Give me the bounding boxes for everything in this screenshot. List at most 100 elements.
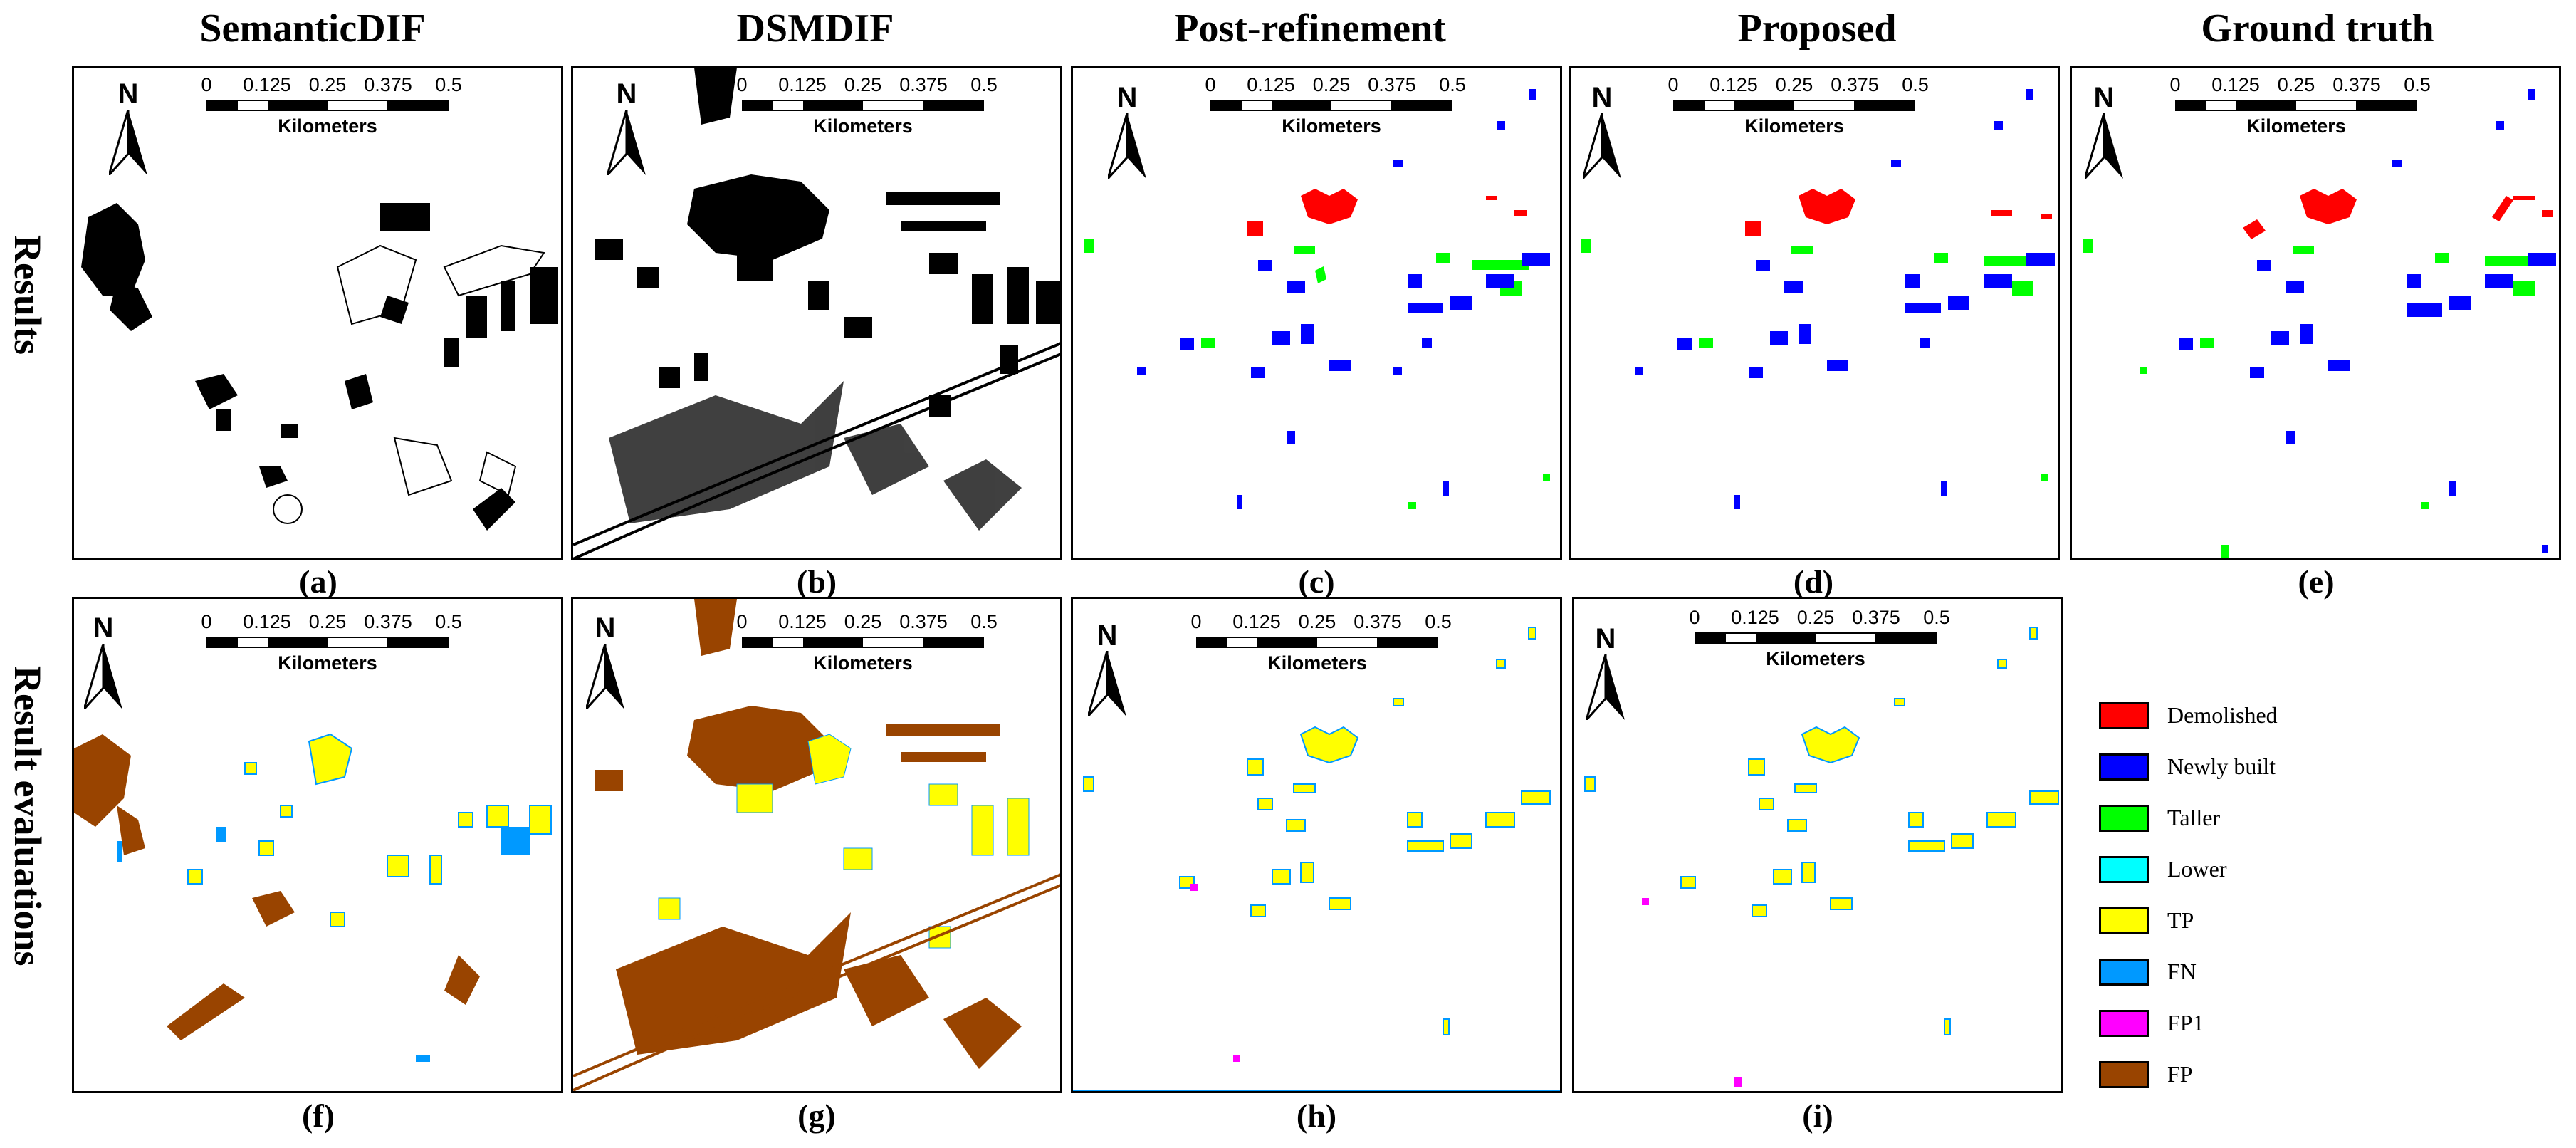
scale-tick: 0.125: [778, 611, 827, 632]
legend-swatch: [2099, 702, 2149, 729]
scale-tick: 0.25: [1796, 607, 1835, 628]
scale-tick: 0.375: [364, 74, 412, 95]
north-arrow: N: [602, 78, 651, 178]
scale-bar-graphic: [1673, 100, 1915, 111]
scale-tick: 0.25: [1312, 74, 1351, 95]
north-letter: N: [1096, 620, 1118, 651]
map-b: [573, 68, 1060, 558]
scale-tick: 0: [201, 74, 212, 95]
north-arrow: N: [1102, 82, 1152, 182]
column-title-proposed: Proposed: [1737, 6, 1897, 51]
north-arrow: N: [1581, 623, 1630, 723]
scale-tick: 0.25: [1298, 611, 1336, 632]
column-title-post-refinement: Post-refinement: [1174, 6, 1446, 51]
panel-g-dsmdif-evaluation: [571, 597, 1062, 1093]
scale-tick: 0.375: [1831, 74, 1879, 95]
legend-swatch: [2099, 856, 2149, 883]
scale-tick: 0.125: [243, 74, 291, 95]
panel-i-proposed-evaluation: [1572, 597, 2063, 1093]
legend-label: TP: [2167, 907, 2194, 933]
scale-tick: 0.125: [1731, 607, 1779, 628]
map-c: [1084, 89, 1550, 509]
scale-tick: 0.5: [435, 611, 462, 632]
scale-tick: 0.25: [1775, 74, 1813, 95]
scale-unit: Kilometers: [813, 115, 913, 137]
legend-swatch: [2099, 959, 2149, 986]
panel-c-post-refinement-results: [1071, 66, 1562, 560]
map-d: [1581, 89, 2055, 509]
scale-tick: 0: [1205, 74, 1216, 95]
scale-tick: 0: [736, 74, 748, 95]
north-arrow-icon: [586, 644, 624, 709]
legend-label: Lower: [2167, 856, 2227, 882]
legend-swatch: [2099, 805, 2149, 832]
scale-tick: 0.125: [778, 74, 827, 95]
north-arrow: N: [78, 612, 128, 712]
map-a: [81, 203, 558, 531]
north-letter: N: [1591, 82, 1613, 113]
north-arrow-icon: [1108, 113, 1146, 179]
scale-bar-graphic: [1196, 637, 1438, 648]
north-arrow-icon: [1583, 113, 1621, 179]
legend-item-fp: FP: [2099, 1057, 2526, 1092]
scale-tick: 0.5: [1425, 611, 1452, 632]
scale-tick: 0.375: [1852, 607, 1900, 628]
scale-bar-graphic: [2175, 100, 2417, 111]
panel-label-c: (c): [1298, 563, 1335, 600]
scale-tick: 0: [1667, 74, 1679, 95]
north-arrow: N: [1577, 82, 1627, 182]
north-arrow-icon: [607, 110, 646, 175]
scale-tick: 0: [1190, 611, 1202, 632]
scale-bar-graphic: [206, 100, 449, 111]
scale-unit: Kilometers: [278, 652, 377, 674]
scale-tick: 0.375: [2332, 74, 2381, 95]
scale-tick: 0.5: [1439, 74, 1466, 95]
scale-tick: 0.25: [844, 611, 882, 632]
scale-unit: Kilometers: [1282, 115, 1381, 137]
panel-b-dsmdif-results: [571, 66, 1062, 560]
north-arrow-icon: [109, 110, 147, 175]
north-arrow-icon: [1586, 654, 1625, 720]
scale-bar-graphic: [206, 637, 449, 648]
scale-tick: 0.375: [1368, 74, 1416, 95]
scale-tick: 0.5: [970, 611, 998, 632]
panel-a-semanticdif-results: [72, 66, 563, 560]
north-letter: N: [93, 612, 114, 644]
panel-f-semanticdif-evaluation: [72, 597, 563, 1093]
north-arrow: N: [1082, 620, 1132, 719]
scale-tick: 0.25: [844, 74, 882, 95]
panel-label-e: (e): [2298, 563, 2335, 600]
panel-d-proposed-results: [1569, 66, 2060, 560]
scale-tick: 0.125: [1247, 74, 1295, 95]
scale-unit: Kilometers: [1267, 652, 1367, 674]
scale-bar-graphic: [742, 100, 984, 111]
panel-label-b: (b): [796, 563, 837, 600]
legend-swatch: [2099, 753, 2149, 781]
north-arrow-icon: [2085, 113, 2123, 179]
map-i: [1584, 627, 2059, 1087]
scale-unit: Kilometers: [813, 652, 913, 674]
scale-tick: 0.5: [970, 74, 998, 95]
row-title-result-evaluations: Result evaluations: [6, 666, 49, 966]
scale-tick: 0.5: [1923, 607, 1950, 628]
scale-tick: 0.25: [308, 611, 347, 632]
legend-label: FP: [2167, 1061, 2193, 1087]
scale-tick: 0.375: [899, 74, 948, 95]
scale-unit: Kilometers: [2246, 115, 2346, 137]
legend-item-demolished: Demolished: [2099, 698, 2526, 734]
scale-tick: 0.25: [2277, 74, 2315, 95]
scale-tick: 0.5: [1902, 74, 1929, 95]
panel-h-post-refinement-evaluation: [1071, 597, 1562, 1093]
legend-swatch: [2099, 1010, 2149, 1037]
scale-bar-graphic: [1695, 632, 1937, 644]
legend-label: Newly built: [2167, 753, 2276, 779]
legend-item-taller: Taller: [2099, 800, 2526, 836]
scale-tick: 0.125: [2211, 74, 2260, 95]
north-arrow: N: [580, 612, 630, 712]
panel-label-a: (a): [299, 563, 337, 600]
scale-bar-graphic: [742, 637, 984, 648]
scale-unit: Kilometers: [1744, 115, 1844, 137]
north-arrow: N: [103, 78, 153, 178]
legend-label: FN: [2167, 959, 2197, 984]
north-letter: N: [595, 612, 616, 644]
